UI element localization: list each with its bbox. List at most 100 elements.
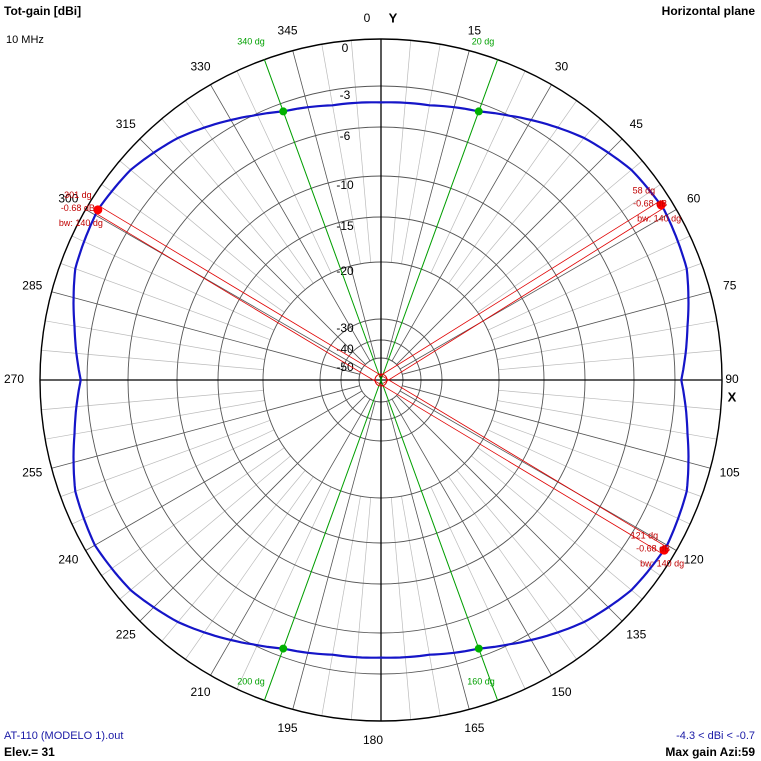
minor-spoke: [498, 349, 721, 371]
azimuth-tick-label: 300: [58, 192, 78, 206]
beamwidth-label: 160 dg: [467, 676, 495, 686]
lobe-line: [95, 212, 380, 384]
major-spoke: [51, 385, 360, 469]
azimuth-tick-label: 330: [190, 60, 210, 74]
minor-spoke: [497, 400, 717, 440]
azimuth-tick-label: 0: [364, 11, 371, 25]
file-name: AT-110 (MODELO 1).out: [4, 730, 124, 742]
minor-spoke: [161, 470, 306, 642]
minor-spoke: [321, 44, 361, 264]
beamwidth-line: [380, 59, 499, 381]
minor-spoke: [477, 184, 661, 313]
minor-spoke: [390, 40, 412, 263]
azimuth-tick-label: 240: [58, 553, 78, 567]
beamwidth-line: [263, 379, 382, 701]
frequency-label: 10 MHz: [6, 34, 44, 46]
azimuth-tick-label: 120: [684, 553, 704, 567]
radial-tick-label: -3: [340, 88, 351, 102]
minor-spoke: [401, 44, 441, 264]
minor-spoke: [456, 118, 601, 290]
azimuth-tick-label: 285: [22, 279, 42, 293]
minor-spoke: [45, 320, 265, 360]
lobe-line: [382, 376, 667, 548]
beamwidth-point: [474, 644, 483, 653]
minor-spoke: [350, 40, 372, 263]
minor-spoke: [390, 497, 412, 720]
azimuth-tick-label: 30: [555, 60, 569, 74]
radial-tick-label: 0: [342, 41, 349, 55]
major-spoke: [399, 390, 677, 551]
lobe-gain-label: -0.68 dB: [61, 203, 95, 213]
azimuth-tick-label: 75: [723, 279, 737, 293]
minor-spoke: [60, 263, 271, 340]
minor-spoke: [491, 263, 702, 340]
azimuth-tick-label: 105: [720, 466, 740, 480]
lobe-azimuth-label: 58 dg: [633, 185, 656, 195]
minor-spoke: [236, 70, 332, 274]
major-spoke: [85, 390, 363, 551]
major-spoke: [51, 291, 360, 375]
lobe-bw-label: bw: 140 dg: [59, 218, 103, 228]
beamwidth-point: [279, 644, 288, 653]
minor-spoke: [45, 400, 265, 440]
major-spoke: [386, 50, 470, 359]
beamwidth-label: 200 dg: [237, 676, 265, 686]
beamwidth-label: 340 dg: [237, 36, 265, 46]
azimuth-tick-label: 15: [468, 23, 482, 37]
center-marker: [374, 373, 388, 387]
minor-spoke: [491, 420, 702, 497]
lobe-point: [93, 205, 103, 215]
minor-spoke: [487, 235, 691, 331]
major-spoke: [399, 209, 677, 370]
minor-spoke: [430, 70, 526, 274]
radial-tick-label: -50: [336, 360, 354, 374]
minor-spoke: [60, 420, 271, 497]
major-spoke: [386, 401, 470, 710]
y-axis-label: Y: [389, 10, 398, 25]
lobe-line: [378, 201, 660, 377]
minor-spoke: [161, 118, 306, 290]
max-gain-label: Max gain Azi:59: [665, 745, 755, 759]
minor-spoke: [185, 100, 314, 284]
major-spoke: [85, 209, 363, 370]
minor-spoke: [448, 476, 577, 660]
minor-spoke: [448, 100, 577, 284]
minor-spoke: [321, 496, 361, 716]
lobe-bw-label: bw: 140 dg: [640, 559, 684, 569]
minor-spoke: [41, 349, 264, 371]
minor-spoke: [71, 235, 275, 331]
minor-spoke: [487, 429, 691, 525]
azimuth-tick-label: 45: [630, 117, 644, 131]
azimuth-tick-label: 225: [116, 627, 136, 641]
elevation-label: Elev.= 31: [4, 745, 55, 759]
minor-spoke: [497, 320, 717, 360]
major-spoke: [396, 395, 623, 622]
minor-spoke: [430, 486, 526, 690]
azimuth-tick-label: 150: [551, 685, 571, 699]
radial-tick-label: -15: [336, 219, 354, 233]
lobe-gain-label: -0.68 dB: [633, 198, 667, 208]
radial-tick-label: -6: [340, 129, 351, 143]
radial-tick-label: -40: [336, 342, 354, 356]
chart-title: Tot-gain [dBi]: [4, 4, 82, 18]
azimuth-tick-label: 60: [687, 192, 701, 206]
lobe-point: [656, 200, 666, 210]
azimuth-tick-label: 165: [464, 721, 484, 735]
azimuth-tick-label: 135: [626, 627, 646, 641]
major-spoke: [292, 401, 376, 710]
minor-spoke: [101, 184, 285, 313]
azimuth-tick-label: 315: [116, 117, 136, 131]
lobe-azimuth-label: 121 dg: [631, 531, 659, 541]
major-spoke: [139, 395, 366, 622]
major-spoke: [210, 84, 371, 362]
lobe-gain-label: -0.68 dB: [636, 544, 670, 554]
beamwidth-line: [263, 59, 382, 381]
minor-spoke: [401, 496, 441, 716]
beamwidth-point: [474, 107, 483, 116]
lobe-azimuth-label: 301 dg: [64, 190, 92, 200]
major-spoke: [210, 398, 371, 676]
azimuth-tick-label: 255: [22, 466, 42, 480]
azimuth-tick-label: 195: [278, 721, 298, 735]
plane-title: Horizontal plane: [661, 4, 755, 18]
